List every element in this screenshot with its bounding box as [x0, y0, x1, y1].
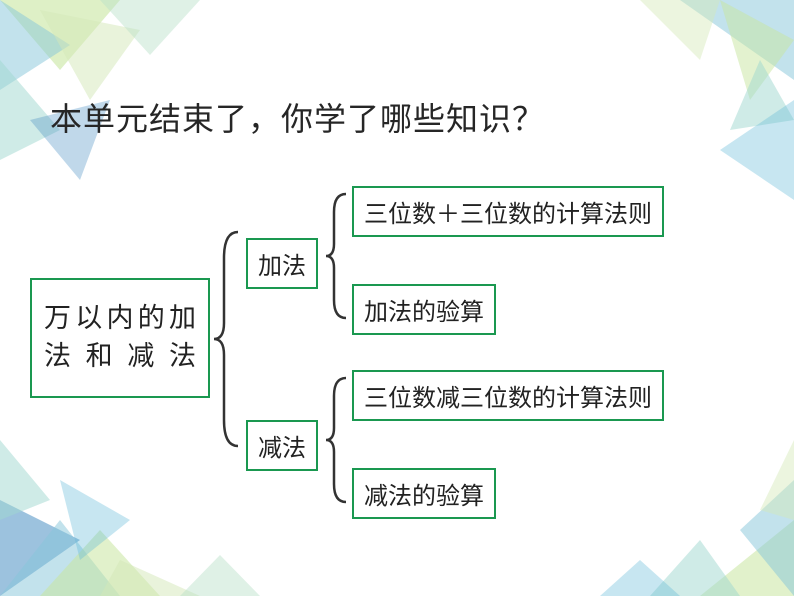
leaf-addition-check: 加法的验算 — [352, 284, 496, 335]
brace-subtraction — [322, 374, 352, 506]
page-title: 本单元结束了，你学了哪些知识？ — [50, 94, 545, 140]
root-node: 万以内的加法和减法 — [30, 278, 210, 398]
brace-addition — [322, 190, 352, 322]
branch-addition: 加法 — [246, 238, 318, 289]
leaf-addition-rule: 三位数＋三位数的计算法则 — [352, 186, 664, 237]
brace-root — [210, 228, 246, 450]
leaf-subtraction-check: 减法的验算 — [352, 468, 496, 519]
branch-subtraction: 减法 — [246, 420, 318, 471]
leaf-subtraction-rule: 三位数减三位数的计算法则 — [352, 370, 664, 421]
